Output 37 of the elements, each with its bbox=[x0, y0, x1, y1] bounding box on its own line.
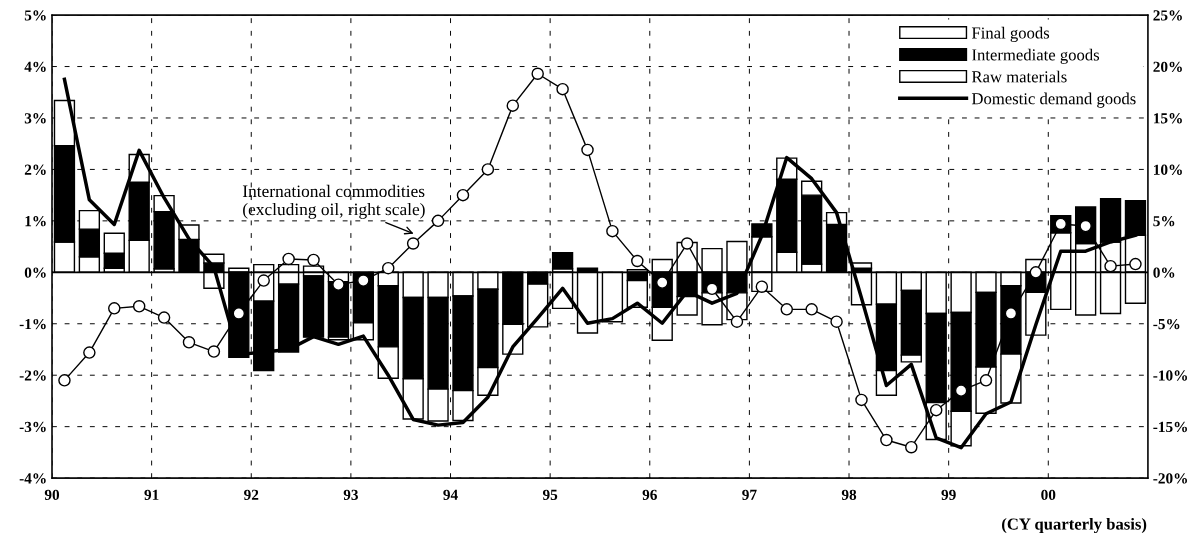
y2-tick-label: 10% bbox=[1154, 164, 1182, 175]
legend-label: Raw materials bbox=[971, 70, 1067, 83]
y2-tick-label: 25% bbox=[1153, 10, 1182, 21]
y2-tick-label: -20% bbox=[1153, 473, 1187, 484]
x-tick-label: 97 bbox=[742, 489, 757, 500]
x-tick-label: 94 bbox=[443, 489, 458, 500]
x-tick-label: 92 bbox=[244, 489, 259, 500]
annotation: International commodities (excluding oil, right scale) bbox=[242, 184, 425, 219]
y-tick-label: 2% bbox=[24, 164, 46, 175]
y-tick-label: -3% bbox=[19, 421, 46, 433]
x-tick-label: 91 bbox=[144, 489, 159, 500]
text: (CY quarterly basis) bbox=[1002, 517, 1147, 534]
x-tick-label: 93 bbox=[343, 489, 358, 500]
x-tick-label: 90 bbox=[44, 489, 60, 500]
x-tick-label: 99 bbox=[941, 489, 956, 500]
legend-label: Final goods bbox=[971, 26, 1050, 43]
y-tick-label: -2% bbox=[19, 370, 46, 381]
y2-tick-label: 20% bbox=[1153, 61, 1182, 73]
legend-label: Domestic demand goods bbox=[971, 92, 1136, 108]
x-tick-label: 96 bbox=[642, 489, 657, 500]
y2-tick-label: 0% bbox=[1153, 267, 1175, 278]
y2-tick-label: 15% bbox=[1154, 113, 1182, 124]
x-tick-label: 00 bbox=[1041, 489, 1056, 500]
y-tick-label: 3% bbox=[24, 113, 46, 124]
y2-tick-label: -5% bbox=[1153, 318, 1180, 330]
x-tick-label: 98 bbox=[841, 489, 857, 500]
y-tick-label: 5% bbox=[24, 10, 46, 21]
y-tick-label: 1% bbox=[25, 216, 46, 227]
y-tick-label: -1% bbox=[19, 318, 46, 330]
y2-tick-label: 5% bbox=[1153, 216, 1175, 227]
y2-tick-label: -10% bbox=[1153, 370, 1187, 381]
y-tick-label: 0% bbox=[24, 267, 46, 278]
y-tick-label: 4% bbox=[24, 61, 46, 73]
y2-tick-label: -15% bbox=[1153, 421, 1187, 433]
y-tick-label: -4% bbox=[19, 473, 46, 484]
x-tick-label: 95 bbox=[542, 489, 558, 500]
legend-label: Intermediate goods bbox=[972, 48, 1100, 64]
